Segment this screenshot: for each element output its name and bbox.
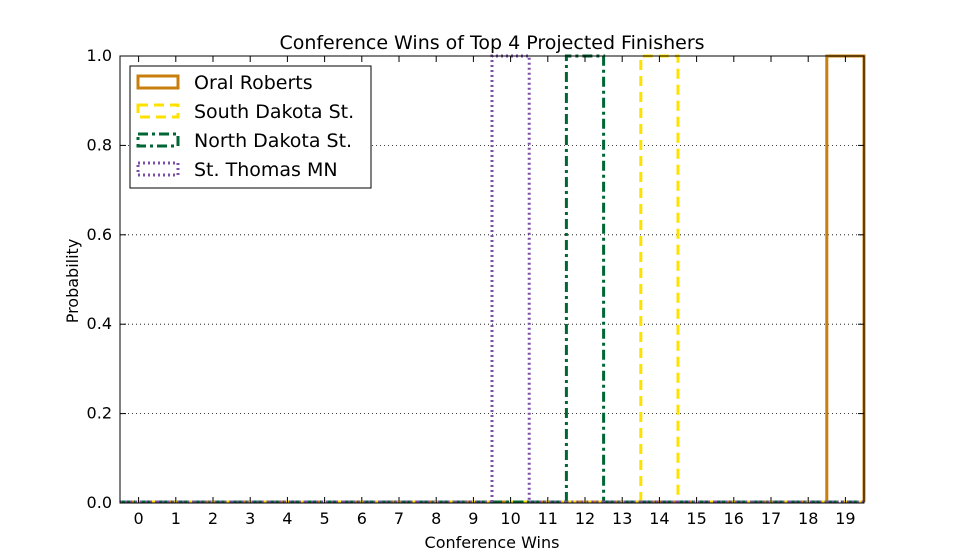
legend-label: St. Thomas MN bbox=[194, 159, 338, 181]
legend-label: Oral Roberts bbox=[194, 72, 313, 94]
x-tick-label: 16 bbox=[724, 509, 744, 528]
bar bbox=[490, 54, 531, 502]
legend: Oral Roberts South Dakota St. North Dakota… bbox=[129, 65, 372, 189]
legend-label: South Dakota St. bbox=[194, 101, 354, 123]
y-axis-title: Probability bbox=[63, 239, 82, 324]
x-tick-label: 3 bbox=[245, 509, 255, 528]
x-tick-label: 0 bbox=[134, 509, 144, 528]
x-tick-label: 8 bbox=[431, 509, 441, 528]
x-tick-label: 4 bbox=[282, 509, 292, 528]
x-tick-label: 10 bbox=[500, 509, 520, 528]
y-tick-label: 0.2 bbox=[87, 404, 112, 423]
x-tick-label: 2 bbox=[208, 509, 218, 528]
plot-frame bbox=[119, 55, 865, 504]
y-tick-label: 0.4 bbox=[87, 314, 112, 333]
x-tick-label: 17 bbox=[761, 509, 781, 528]
bar bbox=[639, 54, 680, 502]
legend-swatch bbox=[136, 161, 180, 177]
x-tick-label: 7 bbox=[394, 509, 404, 528]
x-axis-title: Conference Wins bbox=[425, 533, 560, 552]
x-axis-ticks: 0 1 2 3 4 5 6 7 8 9 10 11 12 13 14 15 16 17 18 19 bbox=[134, 56, 856, 528]
y-tick-label: 0.8 bbox=[87, 135, 112, 154]
y-tick-label: 0.0 bbox=[87, 493, 112, 512]
x-tick-label: 11 bbox=[538, 509, 558, 528]
x-tick-label: 18 bbox=[798, 509, 818, 528]
x-tick-label: 1 bbox=[171, 509, 181, 528]
legend-label: North Dakota St. bbox=[194, 130, 352, 152]
bar bbox=[825, 54, 866, 502]
legend-swatch bbox=[136, 132, 180, 148]
y-axis-ticks: 0.0 0.2 0.4 0.6 0.8 1.0 bbox=[87, 46, 864, 512]
x-tick-label: 6 bbox=[357, 509, 367, 528]
x-tick-label: 15 bbox=[686, 509, 706, 528]
bar bbox=[564, 54, 606, 502]
x-tick-label: 5 bbox=[320, 509, 330, 528]
x-tick-label: 12 bbox=[575, 509, 595, 528]
chart-title: Conference Wins of Top 4 Projected Finis… bbox=[279, 32, 704, 54]
x-tick-label: 13 bbox=[612, 509, 632, 528]
legend-swatch bbox=[136, 74, 180, 90]
legend-box bbox=[129, 65, 372, 189]
y-tick-label: 0.6 bbox=[87, 225, 112, 244]
y-tick-label: 1.0 bbox=[87, 46, 112, 65]
x-tick-label: 9 bbox=[468, 509, 478, 528]
legend-swatch bbox=[136, 103, 180, 119]
x-tick-label: 14 bbox=[649, 509, 669, 528]
x-tick-label: 19 bbox=[835, 509, 855, 528]
